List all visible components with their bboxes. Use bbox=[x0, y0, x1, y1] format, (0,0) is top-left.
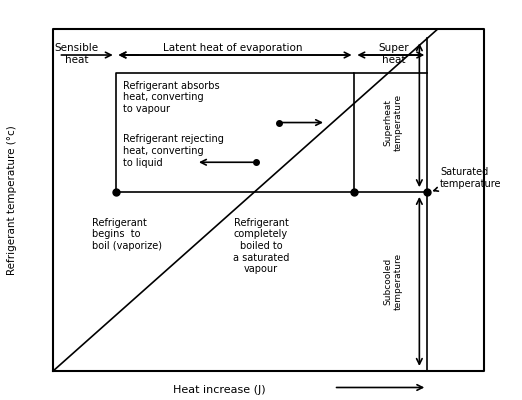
Text: Refrigerant absorbs
heat, converting
to vapour: Refrigerant absorbs heat, converting to … bbox=[123, 81, 220, 114]
Text: Latent heat of evaporation: Latent heat of evaporation bbox=[163, 43, 302, 53]
Text: Heat increase (J): Heat increase (J) bbox=[173, 385, 266, 395]
Text: Refrigerant
begins  to
boil (vaporize): Refrigerant begins to boil (vaporize) bbox=[92, 218, 162, 251]
Text: Subcooled
temperature: Subcooled temperature bbox=[383, 253, 402, 310]
Text: Sensible
heat: Sensible heat bbox=[55, 43, 99, 65]
Text: Refrigerant
completely
boiled to
a saturated
vapour: Refrigerant completely boiled to a satur… bbox=[233, 218, 289, 274]
Text: Superheat
temperature: Superheat temperature bbox=[383, 94, 402, 151]
Text: Super
heat: Super heat bbox=[378, 43, 409, 65]
Text: Refrigerant rejecting
heat, converting
to liquid: Refrigerant rejecting heat, converting t… bbox=[123, 134, 224, 168]
Text: Refrigerant temperature (°c): Refrigerant temperature (°c) bbox=[7, 125, 17, 275]
Text: Saturated
temperature: Saturated temperature bbox=[434, 167, 502, 191]
